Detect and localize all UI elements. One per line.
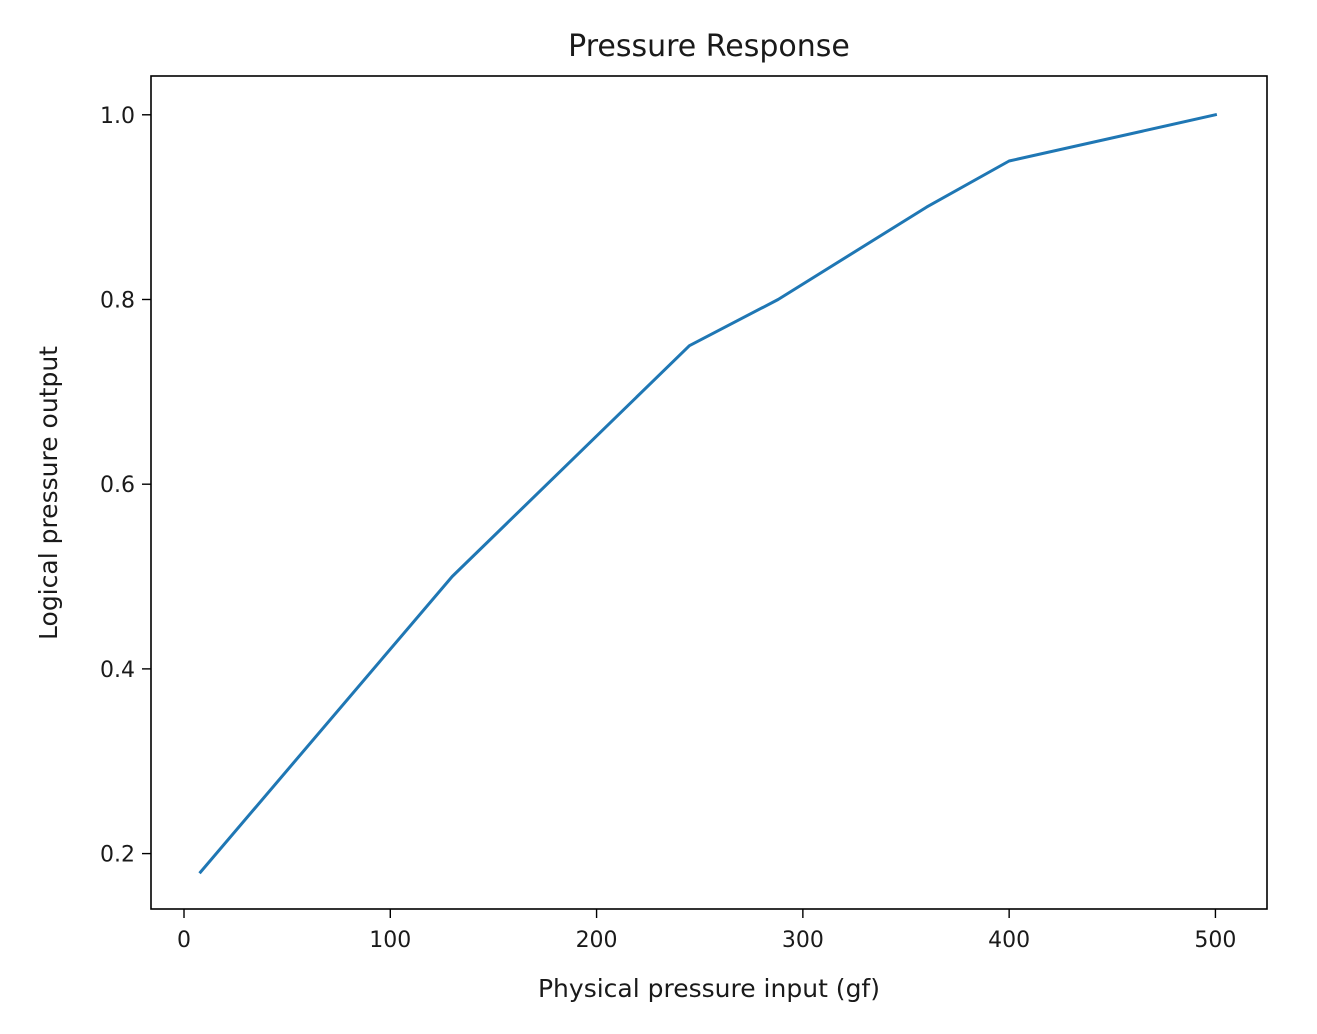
y-axis-label: Logical pressure output bbox=[34, 346, 63, 640]
y-tick-label: 1.0 bbox=[100, 104, 135, 129]
chart-title: Pressure Response bbox=[568, 29, 850, 64]
series-layer bbox=[198, 113, 1218, 875]
x-tick-label: 100 bbox=[369, 928, 411, 953]
x-tick-label: 0 bbox=[177, 928, 191, 953]
x-tick-label: 300 bbox=[782, 928, 824, 953]
x-tick-label: 400 bbox=[988, 928, 1030, 953]
series-line-0 bbox=[198, 113, 1218, 875]
y-tick-label: 0.6 bbox=[100, 473, 135, 498]
plot-area-frame bbox=[150, 75, 1268, 910]
x-tick-label: 500 bbox=[1194, 928, 1236, 953]
y-axis-ticks: 0.2 0.4 0.6 0.8 1.0 bbox=[100, 104, 151, 868]
x-axis-label: Physical pressure input (gf) bbox=[538, 974, 880, 1003]
y-tick-label: 0.2 bbox=[100, 843, 135, 868]
x-tick-label: 200 bbox=[576, 928, 618, 953]
x-axis-ticks: 0 100 200 300 400 500 bbox=[177, 909, 1236, 953]
y-tick-label: 0.8 bbox=[100, 288, 135, 313]
y-tick-label: 0.4 bbox=[100, 658, 135, 683]
